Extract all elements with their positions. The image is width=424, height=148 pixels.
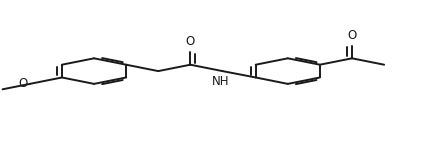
Text: O: O bbox=[19, 77, 28, 90]
Text: O: O bbox=[186, 35, 195, 48]
Text: NH: NH bbox=[212, 75, 229, 89]
Text: O: O bbox=[347, 29, 357, 42]
